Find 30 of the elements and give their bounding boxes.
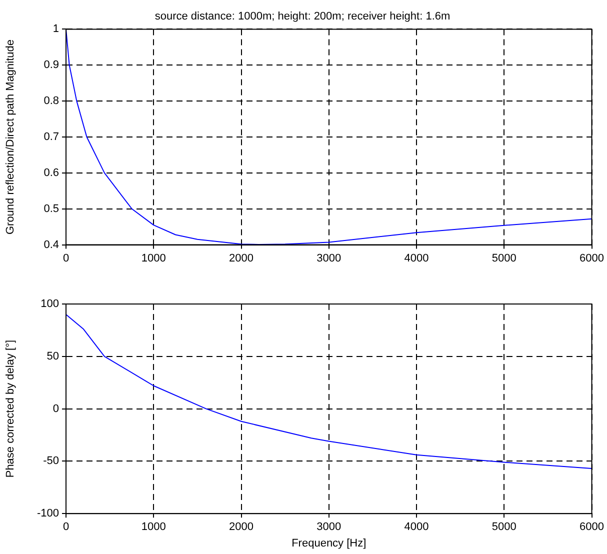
y-tick-label: 0.9 [44, 59, 59, 72]
x-tick-label: 0 [62, 252, 70, 264]
y-tick-label: 0.6 [44, 166, 59, 179]
x-tick-label: 2000 [229, 252, 254, 264]
y-tick-label: 0 [52, 402, 59, 415]
y-axis-title: Ground reflection/Direct path Magnitude [4, 39, 17, 235]
x-axis-title: Frequency [Hz] [292, 537, 366, 550]
x-tick-label: 5000 [492, 521, 516, 534]
x-tick-label: 4000 [404, 252, 429, 264]
y-axis-title: Phase corrected by delay [°] [4, 340, 17, 478]
x-tick-label: 3000 [316, 252, 342, 264]
y-tick-label: 0.7 [44, 131, 59, 144]
x-tick-label: 4000 [404, 521, 429, 534]
y-tick-label: -50 [43, 455, 59, 468]
y-tick-label: 0.5 [44, 202, 59, 215]
x-tick-label: 6000 [580, 252, 604, 264]
chart-title: source distance: 1000m; height: 200m; receiver height: 1.6m [154, 10, 450, 23]
x-tick-label: 6000 [580, 521, 604, 534]
y-tick-label: 0.4 [44, 238, 59, 251]
x-tick-label: 2000 [229, 521, 254, 534]
x-tick-label: 5000 [492, 252, 516, 264]
x-tick-label: 3000 [316, 521, 342, 534]
x-tick-label: 1000 [141, 252, 166, 264]
y-tick-label: 0.8 [44, 95, 59, 108]
x-tick-label: 0 [62, 521, 70, 534]
y-tick-label: 100 [40, 298, 59, 310]
x-tick-label: 1000 [141, 521, 166, 534]
y-tick-label: 50 [46, 350, 59, 362]
y-tick-label: 1 [52, 23, 59, 36]
y-tick-label: -100 [36, 508, 59, 520]
